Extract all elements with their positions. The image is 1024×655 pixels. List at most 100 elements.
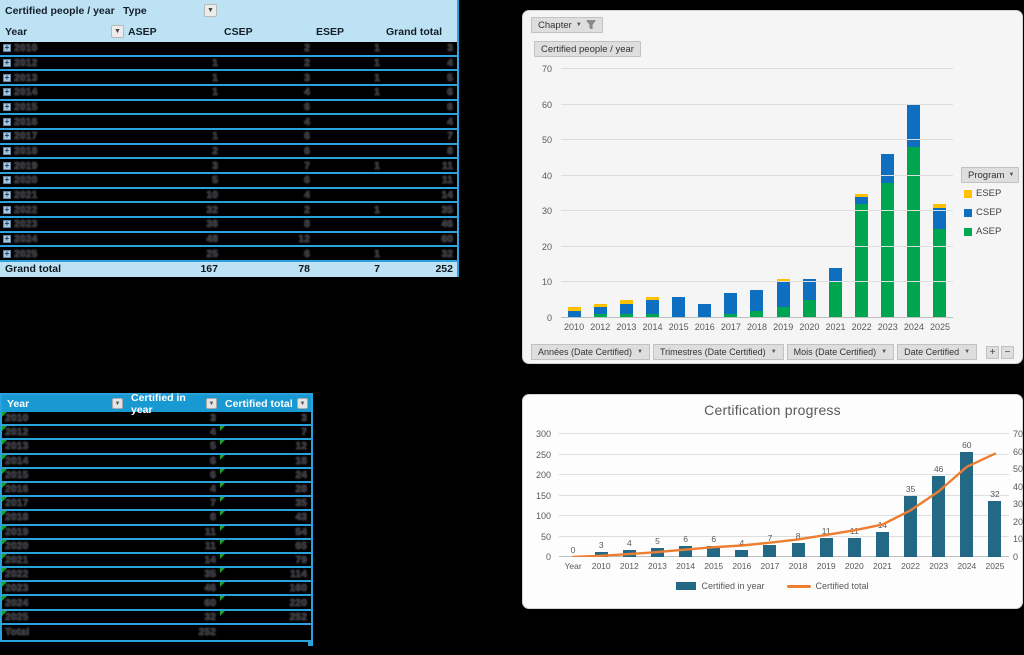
- year-error-flag: [2, 426, 7, 432]
- certified-in-year-bar: [707, 546, 721, 557]
- axis-tick-label: 70: [541, 64, 552, 74]
- legend-item-asep: ASEP: [964, 226, 1002, 237]
- total-error-flag: [220, 497, 225, 503]
- expand-icon[interactable]: +: [3, 72, 11, 82]
- axis-category-label: 2014: [642, 322, 663, 332]
- expand-icon[interactable]: +: [3, 145, 11, 155]
- axis-category-label: 2015: [668, 322, 689, 332]
- axis-category-label: 2025: [985, 561, 1005, 571]
- year-error-flag: [2, 412, 7, 417]
- value-cell: 6: [304, 144, 310, 157]
- pivot-table-row: +2010 2 1 3: [0, 42, 457, 57]
- grand-total-label: Grand total: [5, 263, 62, 276]
- type-filter-dropdown[interactable]: ▼: [204, 4, 217, 17]
- value-cell: 6: [304, 247, 310, 260]
- year-cell: +2022: [0, 204, 126, 216]
- pivot-chart-plot: [561, 68, 953, 318]
- expand-icon[interactable]: +: [3, 87, 11, 97]
- annees-field-button[interactable]: Années (Date Certified) ▼: [531, 344, 650, 360]
- bar-data-label: 6: [711, 534, 717, 545]
- value-cell: 1: [374, 56, 380, 69]
- expand-icon[interactable]: +: [3, 219, 11, 229]
- value-cell: 2: [304, 56, 310, 69]
- bar-slot: [822, 69, 848, 318]
- left-axis-tick-label: 150: [535, 490, 551, 501]
- right-axis-tick-label: 30: [1013, 499, 1024, 510]
- right-axis-tick-label: 40: [1013, 481, 1024, 492]
- csep-bar-segment: [802, 278, 816, 301]
- expand-plus-button[interactable]: +: [986, 346, 999, 359]
- certified-in-year-column-filter[interactable]: ▼: [206, 398, 217, 409]
- expand-icon[interactable]: +: [3, 116, 11, 126]
- certified-total-cell: 7: [301, 426, 307, 439]
- value-cell: 8: [304, 218, 310, 231]
- expand-icon[interactable]: +: [3, 175, 11, 185]
- certified-in-year-bar: [988, 500, 1002, 557]
- expand-icon[interactable]: +: [3, 131, 11, 141]
- summary-table-row: 2012 4 7: [2, 426, 311, 441]
- expand-icon[interactable]: +: [3, 248, 11, 258]
- year-label: 2019: [14, 159, 38, 172]
- certified-total-column-filter[interactable]: ▼: [297, 398, 308, 409]
- value-cell: 6: [304, 130, 310, 143]
- value-field-button[interactable]: Certified people / year: [534, 41, 641, 57]
- expand-icon[interactable]: +: [3, 189, 11, 199]
- value-cell: 1: [374, 203, 380, 216]
- axis-category-label: 2018: [788, 561, 808, 571]
- summary-table-row: 2010 3 3: [2, 412, 311, 427]
- pivot-table-row: +2014 1 4 1 6: [0, 86, 457, 101]
- bar-slot: [587, 69, 613, 318]
- year-error-flag: [2, 525, 7, 531]
- year-cell: +2015: [0, 101, 126, 113]
- chapter-filter-button[interactable]: Chapter ▼: [531, 17, 603, 33]
- expand-icon[interactable]: +: [3, 204, 11, 214]
- stacked-bar: [645, 69, 659, 318]
- expand-icon[interactable]: +: [3, 233, 11, 243]
- certified-in-year-cell: 4: [210, 483, 216, 496]
- year-cell: +2018: [0, 145, 126, 157]
- summary-table-row: 2016 4 28: [2, 482, 311, 498]
- expand-icon[interactable]: +: [3, 43, 11, 53]
- date-certified-field-button[interactable]: Date Certified ▼: [897, 344, 978, 360]
- bar-slot: 4: [615, 434, 643, 557]
- axis-category-label: 2018: [747, 322, 768, 332]
- value-cell: 4: [447, 56, 453, 69]
- mois-field-button[interactable]: Mois (Date Certified) ▼: [786, 344, 895, 360]
- bar-slot: 11: [840, 434, 868, 557]
- progress-chart: Certification progress 0 50 100 150 200 250 30…: [522, 394, 1023, 609]
- csep-bar-segment: [776, 282, 790, 308]
- program-legend-button[interactable]: Program ▼: [961, 167, 1019, 183]
- table-resize-handle[interactable]: [308, 640, 313, 646]
- year-cell: 2016: [5, 483, 29, 496]
- year-cell: +2016: [0, 116, 126, 128]
- pivot-table-row: +2012 1 2 1 4: [0, 57, 457, 72]
- expand-icon[interactable]: +: [3, 57, 11, 67]
- bar-slot: [927, 69, 953, 318]
- year-cell: 2024: [5, 596, 29, 609]
- esep-bar-segment: [593, 303, 607, 308]
- bar-slot: 4: [728, 434, 756, 557]
- certified-in-year-bar: [904, 495, 918, 557]
- certified-total-cell: 12: [295, 440, 307, 453]
- value-cell: 10: [206, 188, 218, 201]
- summary-header-row: Year ▼ Certified in year ▼ Certified tot…: [2, 392, 311, 416]
- year-cell: 2019: [5, 525, 29, 538]
- certified-in-year-bar: [819, 537, 833, 557]
- expand-icon[interactable]: +: [3, 101, 11, 111]
- asep-bar-segment: [645, 314, 659, 318]
- year-cell: +2020: [0, 174, 126, 186]
- year-cell: 2022: [5, 568, 29, 581]
- collapse-minus-button[interactable]: −: [1001, 346, 1014, 359]
- csep-bar-segment: [645, 300, 659, 315]
- pivot-chart-ylabels: 0 10 20 30 40 50 60 70: [523, 64, 556, 323]
- expand-icon[interactable]: +: [3, 160, 11, 170]
- trimestres-field-button[interactable]: Trimestres (Date Certified) ▼: [653, 344, 784, 360]
- year-column-filter[interactable]: ▼: [112, 398, 123, 409]
- year-filter-dropdown[interactable]: ▼: [111, 25, 124, 38]
- year-cell: 2015: [5, 468, 29, 481]
- summary-table-row: 2018 8 43: [2, 511, 311, 526]
- bar-data-label: 4: [739, 537, 745, 548]
- value-cell: 38: [206, 218, 218, 231]
- stacked-bar: [593, 69, 607, 318]
